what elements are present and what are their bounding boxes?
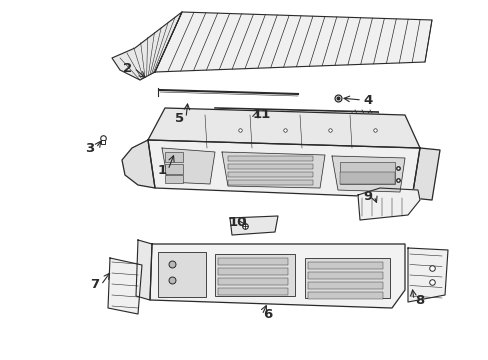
- Text: 10: 10: [228, 216, 246, 229]
- Text: 4: 4: [363, 94, 372, 107]
- Polygon shape: [148, 108, 419, 148]
- Text: 9: 9: [363, 189, 372, 202]
- Bar: [218, 268, 287, 275]
- Bar: [339, 162, 394, 184]
- Bar: [164, 152, 183, 162]
- Bar: [307, 272, 382, 279]
- Bar: [339, 172, 394, 184]
- Polygon shape: [122, 140, 155, 188]
- Text: 7: 7: [90, 279, 100, 292]
- Bar: [227, 164, 312, 169]
- Bar: [158, 252, 205, 297]
- Bar: [227, 156, 312, 161]
- Bar: [164, 175, 183, 183]
- Polygon shape: [162, 148, 215, 184]
- Text: 6: 6: [263, 309, 272, 321]
- Polygon shape: [108, 258, 142, 314]
- Text: 5: 5: [175, 112, 184, 125]
- Bar: [227, 180, 312, 185]
- Polygon shape: [331, 156, 404, 192]
- Bar: [305, 258, 389, 298]
- Polygon shape: [357, 188, 419, 220]
- Bar: [164, 164, 183, 174]
- Polygon shape: [112, 12, 182, 80]
- Polygon shape: [229, 216, 278, 235]
- Bar: [307, 282, 382, 289]
- Text: 8: 8: [414, 293, 424, 306]
- Bar: [218, 278, 287, 285]
- Polygon shape: [222, 152, 325, 188]
- Bar: [215, 254, 294, 296]
- Polygon shape: [407, 248, 447, 302]
- Polygon shape: [136, 240, 152, 300]
- Polygon shape: [148, 140, 419, 198]
- Text: 2: 2: [123, 62, 132, 75]
- Text: 11: 11: [252, 108, 270, 122]
- Bar: [307, 292, 382, 299]
- Polygon shape: [150, 244, 404, 308]
- Text: 1: 1: [157, 163, 166, 176]
- Polygon shape: [155, 12, 431, 72]
- Text: 3: 3: [85, 141, 95, 154]
- Bar: [218, 258, 287, 265]
- Bar: [307, 262, 382, 269]
- Bar: [218, 288, 287, 295]
- Bar: [227, 172, 312, 177]
- Polygon shape: [411, 148, 439, 200]
